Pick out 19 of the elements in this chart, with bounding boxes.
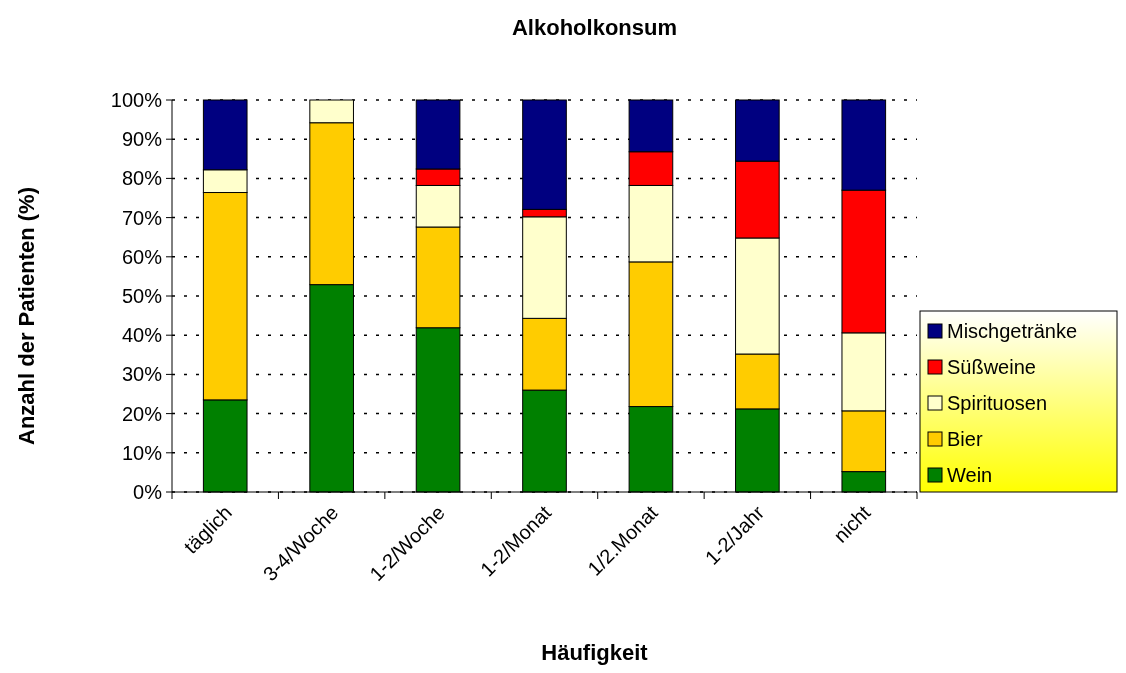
- y-axis-title: Anzahl der Patienten (%): [14, 187, 39, 445]
- y-tick-label: 30%: [121, 363, 163, 386]
- y-tick-label: 20%: [121, 402, 163, 425]
- legend-label: Süßweine: [947, 356, 1036, 378]
- legend-label: Spirituosen: [947, 392, 1048, 414]
- y-tick-label: 50%: [121, 285, 163, 307]
- y-tick-label: 10%: [121, 441, 163, 464]
- legend-label: Wein: [947, 464, 993, 486]
- legend-label: Bier: [947, 428, 983, 450]
- y-tick-label: 90%: [121, 128, 163, 151]
- y-tick-label: 70%: [121, 206, 163, 229]
- y-tick-label: 60%: [121, 245, 163, 268]
- chart-title: Alkoholkonsum: [511, 15, 678, 40]
- y-tick-label: 0%: [133, 481, 163, 503]
- y-tick-label: 80%: [121, 167, 163, 190]
- x-axis-title: Häufigkeit: [541, 640, 649, 665]
- y-tick-label: 100%: [110, 89, 163, 111]
- legend-label: Mischgetränke: [947, 320, 1078, 342]
- y-tick-label: 40%: [121, 324, 163, 347]
